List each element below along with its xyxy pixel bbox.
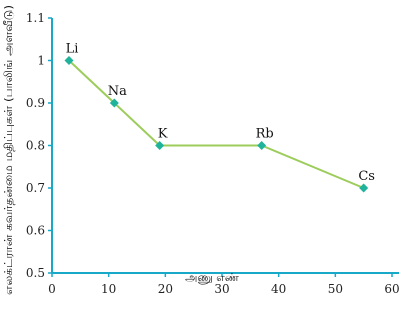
data-point-marker xyxy=(109,98,119,108)
y-tick-label: 0.7 xyxy=(26,181,45,195)
x-ticks: 0 10 20 30 40 50 60 xyxy=(48,273,399,296)
data-point-marker xyxy=(359,183,369,193)
x-tick-label: 20 xyxy=(158,282,173,296)
point-label: Rb xyxy=(256,127,274,142)
y-tick-label: 0.8 xyxy=(26,139,45,153)
x-tick-label: 40 xyxy=(271,282,286,296)
x-tick-label: 50 xyxy=(328,282,343,296)
point-label: Li xyxy=(66,42,79,57)
data-markers xyxy=(64,56,369,193)
y-tick-label: 0.6 xyxy=(26,224,45,238)
x-tick-label: 0 xyxy=(48,282,56,296)
data-point-marker xyxy=(257,141,267,150)
y-ticks: 0.5 0.6 0.7 0.8 0.9 1 1.1 xyxy=(26,11,52,280)
series-line xyxy=(68,59,365,189)
y-tick-label: 1.1 xyxy=(26,11,45,25)
x-axis-title: அணு எண் xyxy=(185,271,239,284)
x-tick-label: 10 xyxy=(101,282,116,296)
data-point-marker xyxy=(64,56,74,65)
point-labels: Li Na K Rb Cs xyxy=(66,42,375,185)
y-tick-label: 1 xyxy=(37,54,45,68)
point-label: Na xyxy=(108,84,127,99)
point-label: K xyxy=(158,127,168,142)
point-label: Cs xyxy=(358,169,375,184)
y-tick-label: 0.5 xyxy=(26,266,45,280)
x-tick-label: 60 xyxy=(384,282,399,296)
y-axis-title: எலக்ட்ரான் கவர்தன்மை மதிப்புகள் (பாலிங் … xyxy=(2,5,15,295)
data-point-marker xyxy=(155,141,165,150)
y-tick-label: 0.9 xyxy=(26,96,45,110)
x-tick-label: 30 xyxy=(214,282,229,296)
